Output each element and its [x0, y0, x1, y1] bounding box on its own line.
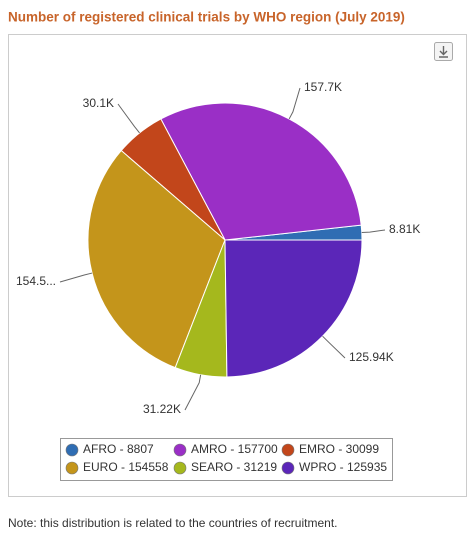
- data-label: 8.81K: [389, 222, 420, 236]
- pie-slice: [87, 149, 226, 369]
- leader-line: [117, 103, 140, 134]
- legend-label: AFRO - 8807: [83, 442, 154, 456]
- legend-icon: [173, 461, 187, 475]
- leader-line: [322, 335, 346, 359]
- legend-icon: [281, 443, 295, 457]
- legend-label: EMRO - 30099: [299, 442, 379, 456]
- leader-line: [59, 272, 93, 283]
- pie-slice: [224, 239, 363, 378]
- legend-label: EURO - 154558: [83, 460, 169, 474]
- legend-icon: [281, 461, 295, 475]
- legend-icon: [65, 443, 79, 457]
- legend-icon: [65, 461, 79, 475]
- footnote: Note: this distribution is related to th…: [8, 516, 338, 530]
- leader-line: [184, 374, 202, 411]
- legend-label: WPRO - 125935: [299, 460, 387, 474]
- legend-box: [60, 438, 393, 481]
- legend-label: AMRO - 157700: [191, 442, 278, 456]
- data-label: 157.7K: [304, 80, 342, 94]
- chart-title: Number of registered clinical trials by …: [8, 10, 405, 25]
- data-label: 30.1K: [83, 96, 114, 110]
- data-label: 125.94K: [349, 350, 394, 364]
- legend-label: SEARO - 31219: [191, 460, 277, 474]
- leader-line: [288, 87, 301, 120]
- legend-icon: [173, 443, 187, 457]
- download-button[interactable]: [434, 42, 453, 61]
- leader-line: [361, 229, 386, 234]
- data-label: 31.22K: [143, 402, 181, 416]
- data-label: 154.5...: [16, 274, 56, 288]
